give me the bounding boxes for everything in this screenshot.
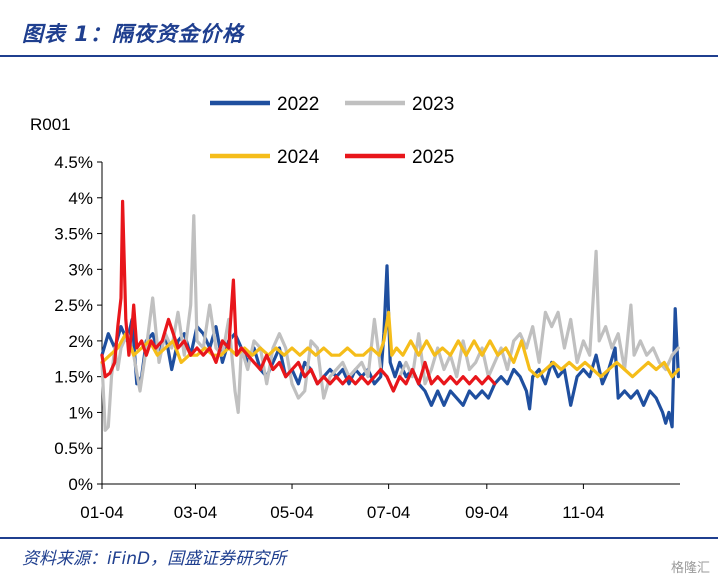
x-tick-label: 05-04	[270, 503, 313, 522]
y-tick-label: 0.5%	[54, 439, 93, 458]
legend-label-2022: 2022	[277, 94, 319, 115]
y-tick-label: 3.5%	[54, 225, 93, 244]
source-note: 资料来源：iFinD，国盛证券研究所	[22, 549, 287, 569]
x-tick-label: 09-04	[465, 503, 508, 522]
y-tick-label: 4%	[68, 189, 93, 208]
plot-area: 0% 0.5% 1% 1.5% 2% 2.5% 3% 3.5% 4% 4.5% 01-04 03-04…	[54, 153, 680, 522]
legend-label-2025: 2025	[412, 147, 454, 168]
y-tick-label: 0%	[68, 475, 93, 494]
figure-title: 图表 1：隔夜资金价格	[22, 22, 244, 46]
chart: R001 0% 0.5% 1% 1.5% 2% 2.5% 3% 3.5% 4% 4.5% 01-04…	[30, 94, 680, 522]
y-tick-label: 3%	[68, 260, 93, 279]
x-tick-label: 11-04	[562, 503, 604, 522]
watermark-logo: 格隆汇	[670, 561, 710, 576]
x-tick-label: 01-04	[80, 503, 123, 522]
legend: 2022 2023 2024 2025	[210, 94, 454, 168]
x-tick-label: 03-04	[174, 503, 217, 522]
legend-label-2024: 2024	[277, 147, 320, 168]
series-line-2025	[100, 199, 497, 393]
y-tick-label: 4.5%	[54, 153, 93, 172]
header-rule	[0, 55, 718, 57]
series-line-2022	[100, 264, 680, 429]
y-tick-label: 2.5%	[54, 296, 93, 315]
x-tick-label: 07-04	[367, 503, 410, 522]
y-tick-label: 1.5%	[54, 368, 93, 387]
y-tick-label: 1%	[68, 403, 93, 422]
y-axis-label: R001	[30, 115, 71, 134]
y-tick-label: 2%	[68, 332, 93, 351]
legend-label-2023: 2023	[412, 94, 454, 115]
footer-rule	[0, 537, 718, 539]
